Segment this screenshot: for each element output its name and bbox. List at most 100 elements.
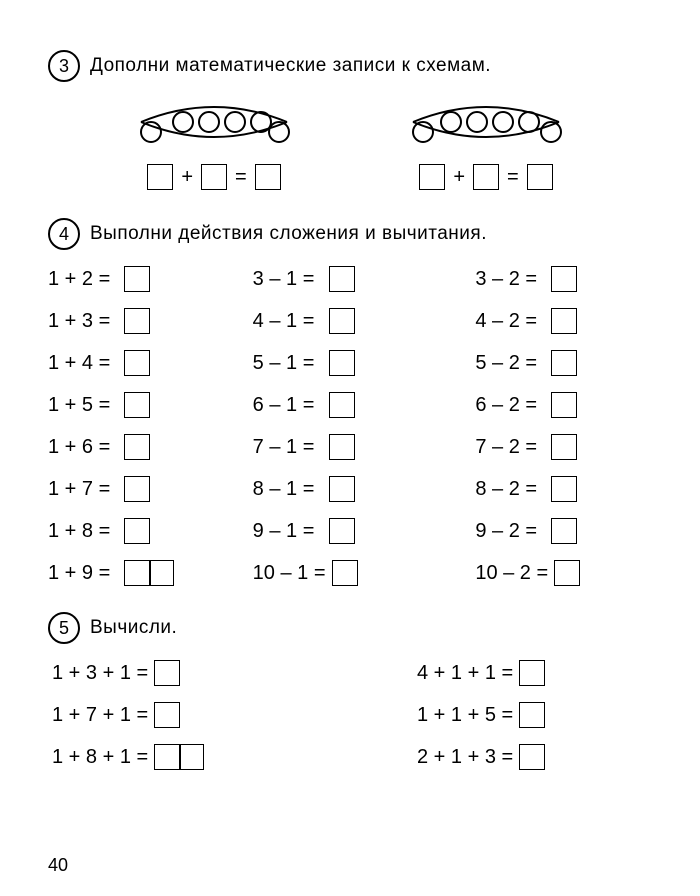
answer-box[interactable] (124, 350, 150, 376)
expression: 9 – 1 = (253, 520, 323, 543)
expression: 6 – 1 = (253, 394, 323, 417)
worksheet-page: 3 Дополни математические записи к схемам… (0, 0, 700, 896)
answer-box-double[interactable] (154, 744, 204, 770)
problem: 1 + 5 = (48, 392, 243, 418)
answer-box[interactable] (551, 476, 577, 502)
task4-header: 4 Выполни действия сложения и вычитания. (48, 218, 652, 250)
answer-box[interactable] (124, 434, 150, 460)
answer-box[interactable] (329, 392, 355, 418)
answer-box[interactable] (551, 434, 577, 460)
problem: 1 + 3 = (48, 308, 243, 334)
problem: 1 + 8 + 1 = (52, 744, 347, 770)
expression: 1 + 8 = (48, 520, 118, 543)
problem: 10 – 2 = (457, 560, 652, 586)
problem: 9 – 2 = (457, 518, 652, 544)
problem: 1 + 7 = (48, 476, 243, 502)
answer-box[interactable] (255, 164, 281, 190)
problem: 10 – 1 = (253, 560, 448, 586)
expression: 10 – 1 = (253, 562, 326, 585)
expression: 3 – 1 = (253, 268, 323, 291)
answer-box[interactable] (473, 164, 499, 190)
task5-grid: 1 + 3 + 1 = 4 + 1 + 1 = 1 + 7 + 1 = 1 + … (48, 660, 652, 770)
answer-box[interactable] (201, 164, 227, 190)
answer-box[interactable] (154, 660, 180, 686)
task3-schemes (48, 98, 652, 146)
answer-box[interactable] (519, 702, 545, 728)
answer-box[interactable] (527, 164, 553, 190)
problem: 8 – 1 = (253, 476, 448, 502)
problem: 5 – 2 = (457, 350, 652, 376)
equals-sign: = (507, 166, 519, 189)
problem: 1 + 9 = (48, 560, 243, 586)
expression: 1 + 3 + 1 = (52, 662, 148, 685)
problem: 3 – 1 = (253, 266, 448, 292)
problem: 1 + 4 = (48, 350, 243, 376)
answer-box[interactable] (329, 434, 355, 460)
answer-box[interactable] (329, 518, 355, 544)
answer-box[interactable] (329, 350, 355, 376)
answer-box[interactable] (332, 560, 358, 586)
answer-box[interactable] (554, 560, 580, 586)
problem: 3 – 2 = (457, 266, 652, 292)
problem: 7 – 1 = (253, 434, 448, 460)
answer-box[interactable] (124, 518, 150, 544)
problem: 1 + 6 = (48, 434, 243, 460)
answer-box[interactable] (551, 350, 577, 376)
expression: 1 + 4 = (48, 352, 118, 375)
answer-box[interactable] (419, 164, 445, 190)
problem: 4 + 1 + 1 = (357, 660, 652, 686)
problem: 6 – 2 = (457, 392, 652, 418)
answer-box[interactable] (551, 308, 577, 334)
answer-box[interactable] (124, 308, 150, 334)
plus-sign: + (453, 166, 465, 189)
scheme-left (129, 98, 299, 146)
expression: 1 + 5 = (48, 394, 118, 417)
answer-box[interactable] (551, 392, 577, 418)
answer-box[interactable] (551, 266, 577, 292)
answer-box[interactable] (124, 266, 150, 292)
problem: 9 – 1 = (253, 518, 448, 544)
answer-box[interactable] (329, 476, 355, 502)
answer-box-double[interactable] (124, 560, 174, 586)
problem: 8 – 2 = (457, 476, 652, 502)
problem: 6 – 1 = (253, 392, 448, 418)
expression: 5 – 2 = (475, 352, 545, 375)
answer-box[interactable] (124, 476, 150, 502)
expression: 10 – 2 = (475, 562, 548, 585)
answer-box[interactable] (154, 702, 180, 728)
expression: 3 – 2 = (475, 268, 545, 291)
problem: 5 – 1 = (253, 350, 448, 376)
expression: 2 + 1 + 3 = (417, 746, 513, 769)
expression: 8 – 2 = (475, 478, 545, 501)
answer-box[interactable] (551, 518, 577, 544)
answer-box[interactable] (124, 392, 150, 418)
expression: 1 + 7 = (48, 478, 118, 501)
expression: 4 – 1 = (253, 310, 323, 333)
problem: 4 – 1 = (253, 308, 448, 334)
task3-title: Дополни математические записи к схемам. (90, 55, 491, 77)
expression: 7 – 1 = (253, 436, 323, 459)
equation-left: + = (147, 164, 280, 190)
problem: 1 + 3 + 1 = (52, 660, 347, 686)
expression: 1 + 6 = (48, 436, 118, 459)
problem: 1 + 8 = (48, 518, 243, 544)
problem: 1 + 7 + 1 = (52, 702, 347, 728)
answer-box[interactable] (519, 660, 545, 686)
expression: 4 – 2 = (475, 310, 545, 333)
task4-title: Выполни действия сложения и вычитания. (90, 223, 487, 245)
answer-box[interactable] (329, 308, 355, 334)
expression: 8 – 1 = (253, 478, 323, 501)
answer-box[interactable] (147, 164, 173, 190)
expression: 1 + 1 + 5 = (417, 704, 513, 727)
equals-sign: = (235, 166, 247, 189)
expression: 1 + 8 + 1 = (52, 746, 148, 769)
task4-number: 4 (48, 218, 80, 250)
answer-box[interactable] (519, 744, 545, 770)
task5-title: Вычисли. (90, 617, 177, 639)
expression: 1 + 7 + 1 = (52, 704, 148, 727)
expression: 6 – 2 = (475, 394, 545, 417)
expression: 9 – 2 = (475, 520, 545, 543)
answer-box[interactable] (329, 266, 355, 292)
scheme-right (401, 98, 571, 146)
expression: 1 + 3 = (48, 310, 118, 333)
